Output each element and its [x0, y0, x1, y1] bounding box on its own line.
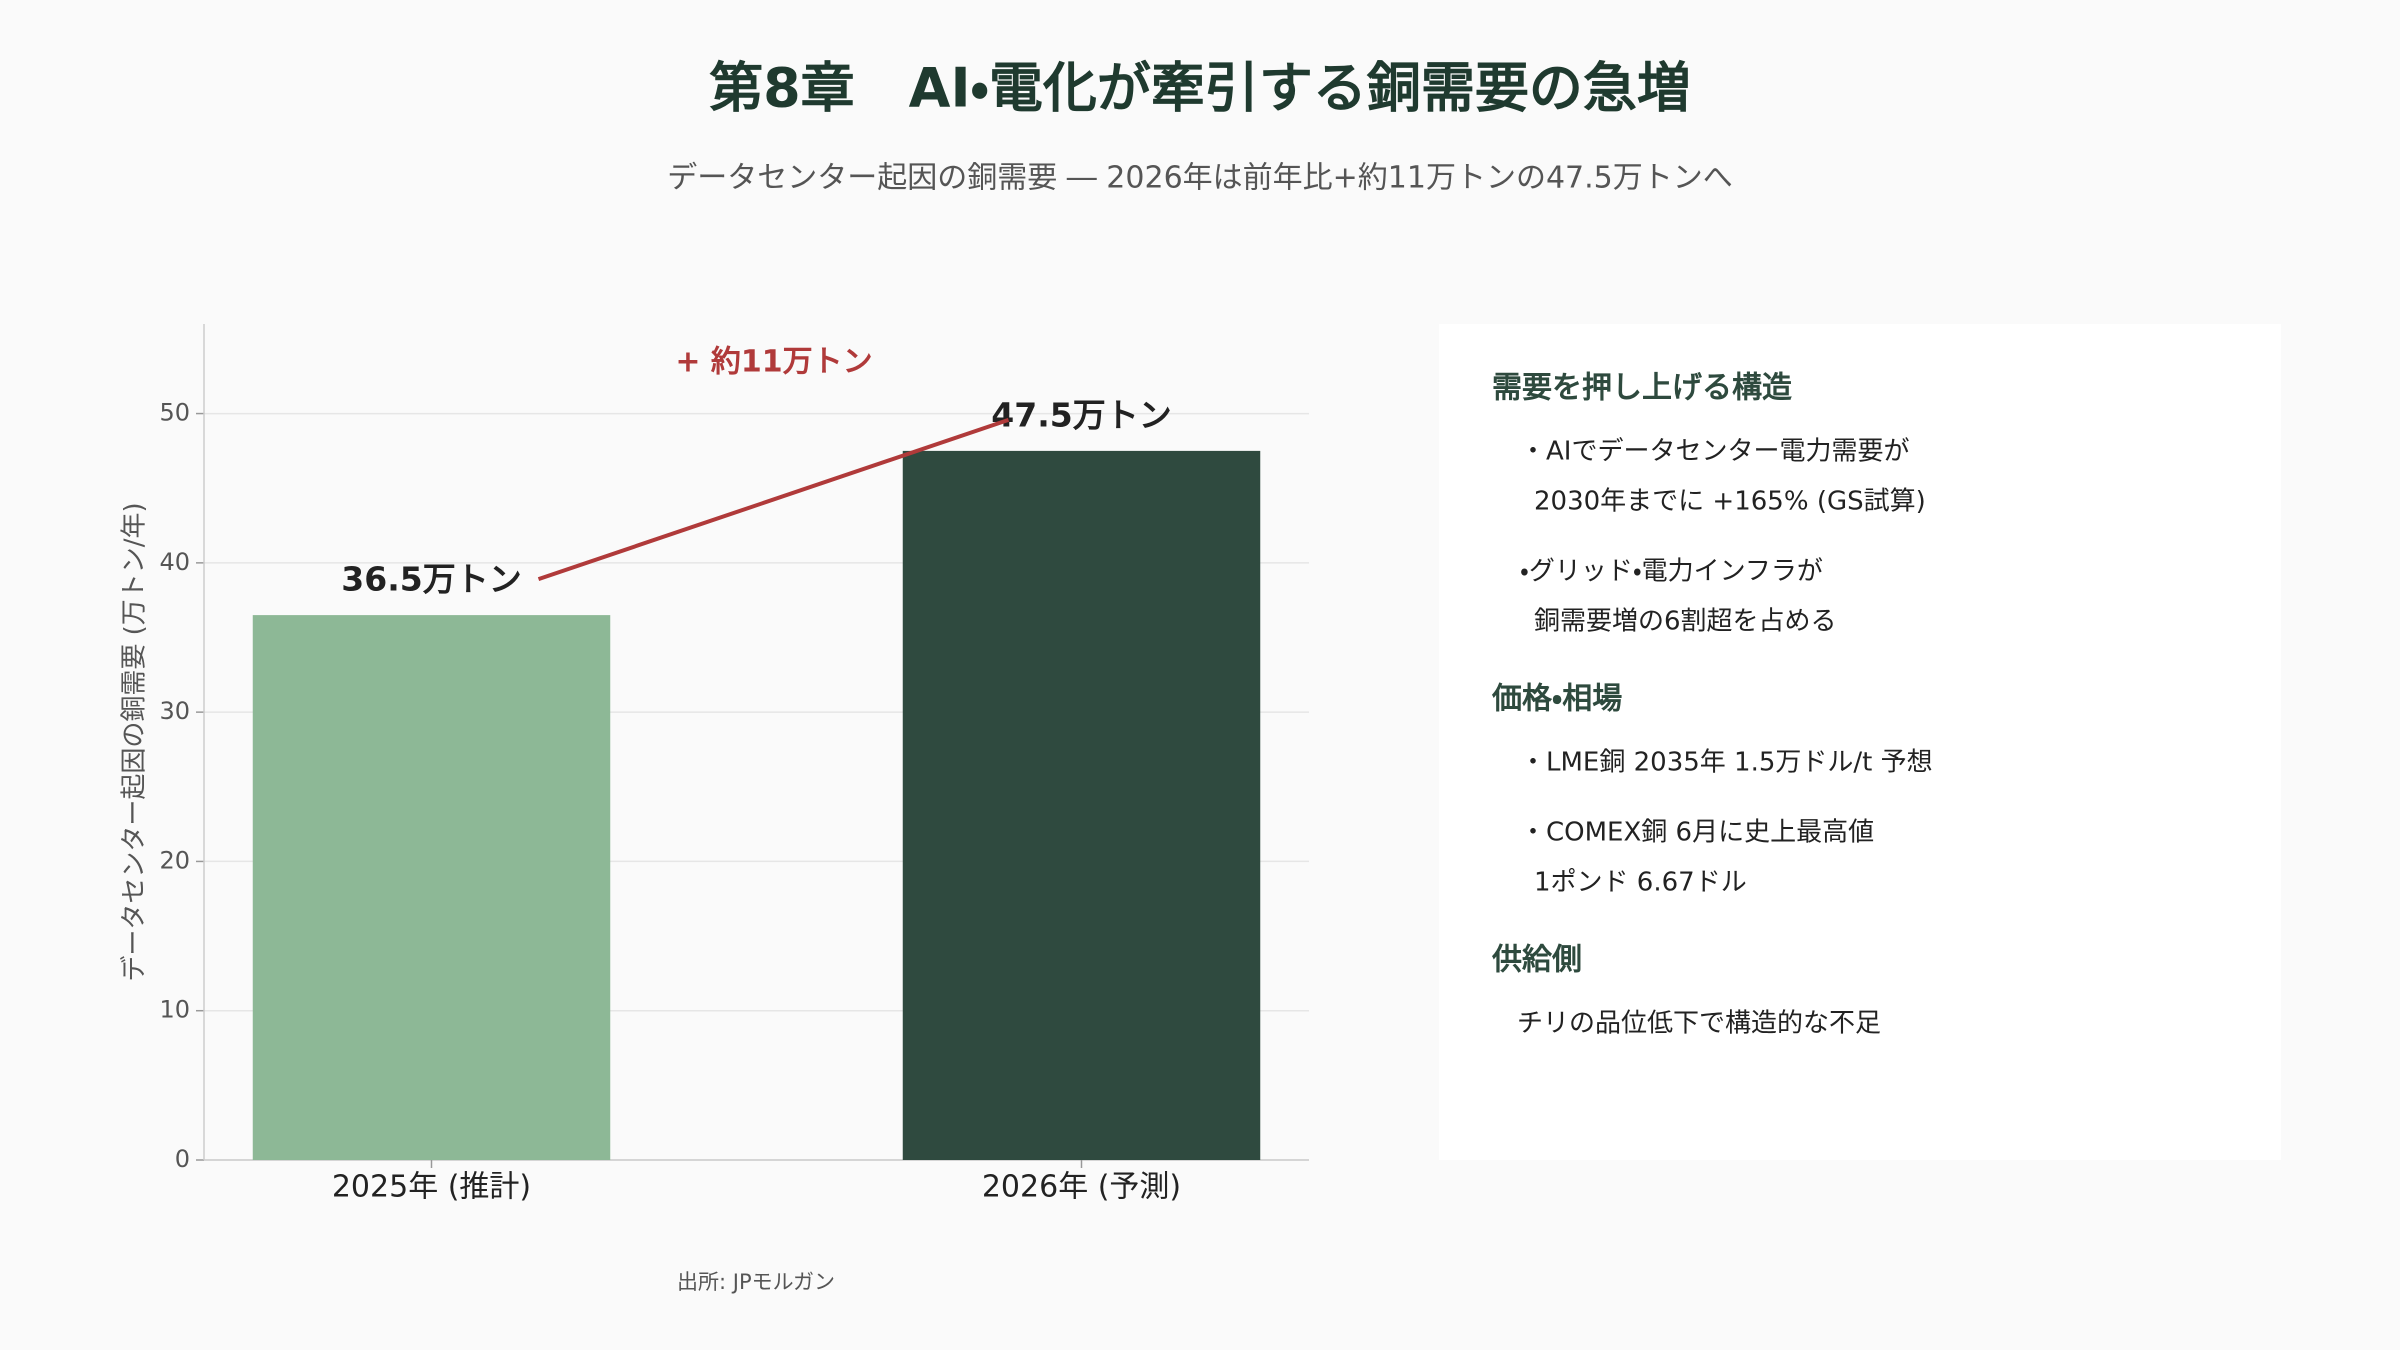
- side-panel: [1439, 324, 2281, 1160]
- y-tick-label: 40: [159, 548, 190, 576]
- y-tick-label: 0: [175, 1145, 190, 1173]
- panel-item: 2030年までに +165% (GS試算): [1534, 487, 1926, 517]
- panel-item: チリの品位低下で構造的な不足: [1517, 1009, 1881, 1039]
- side-panel-content: 需要を押し上げる構造・AIでデータセンター電力需要が 2030年までに +165%…: [1491, 371, 1933, 1039]
- panel-item: ・COMEX銅 6月に史上最高値: [1520, 818, 1874, 848]
- value-label: 47.5万トン: [991, 395, 1171, 434]
- panel-item: ・AIでデータセンター電力需要が: [1520, 437, 1909, 467]
- panel-heading: 供給側: [1491, 943, 1582, 978]
- y-axis-label: データセンター起因の銅需要 (万トン/年): [120, 502, 150, 981]
- annotation: + 約11万トン: [675, 345, 872, 380]
- value-label: 36.5万トン: [341, 560, 521, 599]
- x-tick-label: 2025年 (推計): [332, 1170, 531, 1205]
- y-tick-label: 10: [159, 996, 190, 1024]
- panel-heading: 需要を押し上げる構造: [1492, 371, 1792, 406]
- trend-arrow: [537, 417, 1010, 582]
- x-tick-label: 2026年 (予測): [982, 1170, 1181, 1205]
- chart-subtitle: データセンター起因の銅需要 ― 2026年は前年比+約11万トンの47.5万トン…: [667, 161, 1733, 196]
- y-tick-label: 20: [159, 846, 190, 874]
- panel-item: ・グリッド・電力インフラが: [1520, 557, 1823, 587]
- bar: [252, 615, 611, 1160]
- panel-item: 1ポンド 6.67ドル: [1534, 868, 1747, 898]
- y-tick-label: 50: [159, 399, 190, 427]
- y-tick-label: 30: [159, 697, 190, 725]
- chart-title: 第8章 AI・電化が牽引する銅需要の急増: [709, 57, 1691, 120]
- panel-item: 銅需要増の6割超を占める: [1534, 607, 1837, 637]
- source-note: 出所: JPモルガン: [677, 1270, 835, 1294]
- panel-item: ・LME銅 2035年 1.5万ドル/t 予想: [1520, 748, 1933, 778]
- panel-heading: 価格・相場: [1491, 682, 1622, 717]
- plot-area: 0 10 20 30 40 50 2025年 (推計) 36.5万トン 2026年 (予測) 47…: [159, 324, 1309, 1205]
- bar: [902, 450, 1261, 1161]
